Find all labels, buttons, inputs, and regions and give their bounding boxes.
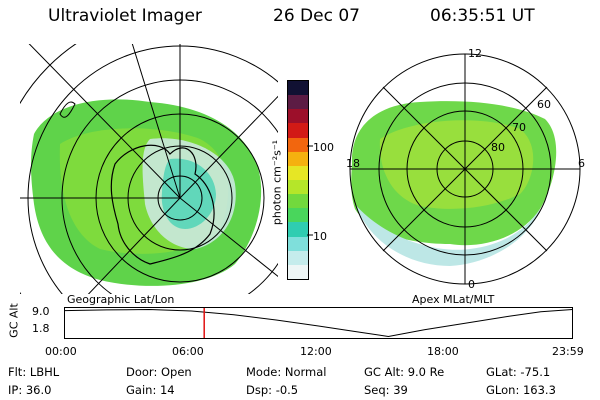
colorbar-swatch <box>288 151 308 166</box>
timeline-ytick-bottom: 1.8 <box>32 322 50 335</box>
meridian-line <box>179 95 278 199</box>
colorbar-tick-10: 10 <box>313 230 327 243</box>
colorbar-ticks <box>307 145 313 236</box>
timeline-xtick-0: 00:00 <box>45 345 77 358</box>
timeline-ylabel: GC Alt <box>7 303 21 338</box>
info-dsp: Dsp: -0.5 <box>246 383 299 397</box>
colorbar-swatch <box>288 250 308 265</box>
mlat-label-60: 60 <box>537 98 551 111</box>
mlt-label-6: 6 <box>578 157 585 170</box>
timeline-xtick-3: 18:00 <box>427 345 459 358</box>
mlt-label-12: 12 <box>468 47 482 60</box>
mlt-line <box>382 86 548 252</box>
timeline-frame <box>64 307 573 339</box>
timeline-xtick-2: 12:00 <box>300 345 332 358</box>
colorbar-swatch <box>288 165 308 180</box>
colorbar-swatch <box>288 81 308 96</box>
colorbar-swatch <box>288 236 308 251</box>
magnetic-label: Apex MLat/MLT <box>412 293 495 306</box>
timeline-xtick-1: 06:00 <box>172 345 204 358</box>
colorbar-swatch <box>288 95 308 110</box>
colorbar-swatch <box>288 208 308 223</box>
colorbar-tick-100: 100 <box>313 141 334 154</box>
geographic-map <box>20 44 278 294</box>
info-door: Door: Open <box>126 365 192 379</box>
geographic-label: Geographic Lat/Lon <box>67 293 175 306</box>
timeline-xtick-4: 23:59 <box>552 345 584 358</box>
app-title: Ultraviolet Imager <box>48 6 202 26</box>
altitude-curve <box>64 308 573 338</box>
info-seq: Seq: 39 <box>364 383 408 397</box>
info-mode: Mode: Normal <box>246 365 327 379</box>
meridian-line <box>28 44 181 199</box>
timeline-ytick-top: 9.0 <box>32 305 50 318</box>
colorbar-swatch <box>288 194 308 209</box>
colorbar-swatch <box>288 179 308 195</box>
mlat-label-80: 80 <box>491 141 505 154</box>
coastline <box>59 101 76 118</box>
info-flt: Flt: LBHL <box>8 365 60 379</box>
altitude-timeline <box>64 307 573 339</box>
auroral-core <box>379 120 534 209</box>
colorbar-swatch <box>288 137 308 152</box>
colorbar <box>287 80 309 280</box>
coastline <box>110 144 215 265</box>
mlt-label-18: 18 <box>346 157 360 170</box>
info-gc-alt: GC Alt: 9.0 Re <box>364 365 445 379</box>
time-label: 06:35:51 UT <box>430 6 535 26</box>
colorbar-swatch <box>288 109 308 124</box>
meridian-line <box>87 197 181 294</box>
colorbar-unit-label: photon cm⁻²s⁻¹ <box>270 139 284 226</box>
date-label: 26 Dec 07 <box>273 6 360 26</box>
meridian-line <box>131 44 181 199</box>
info-gain: Gain: 14 <box>126 383 175 397</box>
colorbar-swatch <box>288 264 308 279</box>
info-glon: GLon: 163.3 <box>486 383 556 397</box>
info-ip: IP: 36.0 <box>8 383 52 397</box>
colorbar-swatch <box>288 123 308 138</box>
colorbar-swatch <box>288 222 308 237</box>
meridian-line <box>179 197 278 278</box>
info-glat: GLat: -75.1 <box>486 365 551 379</box>
magnetic-map <box>349 53 581 285</box>
mlt-label-0: 0 <box>468 278 475 291</box>
mlat-label-70: 70 <box>512 121 526 134</box>
